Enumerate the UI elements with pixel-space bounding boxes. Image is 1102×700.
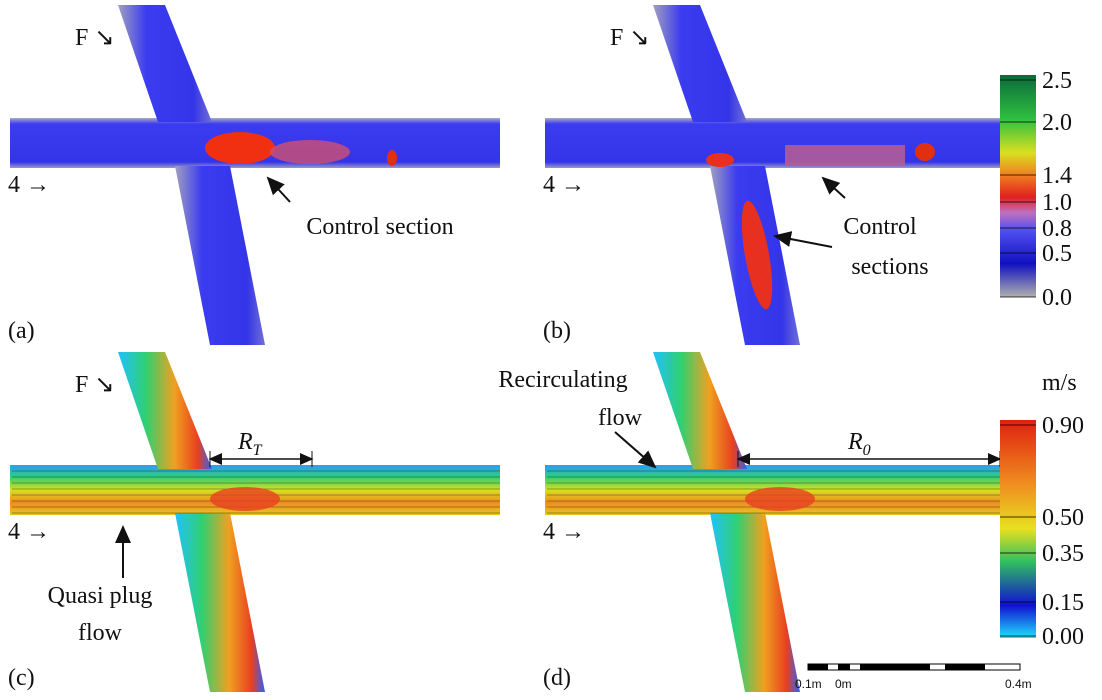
panel-label: (d) bbox=[543, 665, 571, 691]
annotation: flow bbox=[78, 620, 123, 646]
high-velocity bbox=[270, 140, 350, 164]
colorbar-tick-label: 2.0 bbox=[1042, 110, 1072, 136]
channel bbox=[118, 352, 212, 469]
colorbar-tick-label: 0.15 bbox=[1042, 590, 1084, 616]
length-label: R0 bbox=[847, 429, 871, 459]
annotation: Quasi plug bbox=[48, 583, 153, 609]
panel-label: (b) bbox=[543, 318, 571, 344]
panel: (d) 4 → bbox=[543, 352, 1000, 692]
channel bbox=[175, 513, 265, 692]
annotation-arrow bbox=[775, 236, 832, 247]
annotation: sections bbox=[851, 254, 928, 280]
high-velocity bbox=[915, 143, 935, 161]
colorbar-tick-label: 2.5 bbox=[1042, 68, 1072, 94]
colorbar bbox=[1000, 75, 1036, 297]
high-velocity bbox=[745, 487, 815, 511]
figure: (a) 4 → F ↘ (b) 4 → F ↘ (c) 4 → F ↘ (d) 4 → Control… bbox=[0, 0, 1102, 700]
channel bbox=[175, 166, 265, 345]
high-velocity bbox=[785, 145, 905, 165]
channel bbox=[653, 352, 747, 469]
inlet-label: 4 → bbox=[543, 172, 585, 198]
length-label: RT bbox=[237, 429, 263, 459]
annotation: Control bbox=[843, 214, 917, 240]
annotation-arrow bbox=[268, 178, 290, 202]
scale-bar-segment bbox=[808, 664, 828, 670]
annotation: Control section bbox=[306, 214, 453, 240]
inlet-label: 4 → bbox=[8, 172, 50, 198]
channel bbox=[653, 5, 747, 122]
scale-bar-label: 0.4m bbox=[1005, 677, 1032, 691]
high-velocity bbox=[706, 153, 734, 167]
inlet-label: F ↘ bbox=[75, 25, 114, 51]
annotation-arrow bbox=[615, 432, 655, 467]
colorbar-tick-label: 0.00 bbox=[1042, 624, 1084, 650]
panel-label: (a) bbox=[8, 318, 35, 344]
scale-bar-segment bbox=[838, 664, 850, 670]
channel bbox=[545, 118, 1000, 168]
inlet-label: 4 → bbox=[8, 519, 50, 545]
colorbar-tick-label: 0.50 bbox=[1042, 505, 1084, 531]
annotation-arrow bbox=[823, 178, 845, 198]
panel: (a) 4 → F ↘ bbox=[8, 5, 500, 345]
scale-bar-label: 0m bbox=[835, 677, 852, 691]
channel bbox=[118, 5, 212, 122]
annotation: flow bbox=[598, 405, 643, 431]
colorbar-tick-label: 1.4 bbox=[1042, 163, 1072, 189]
high-velocity bbox=[205, 132, 275, 164]
annotation: Recirculating bbox=[498, 367, 627, 393]
colorbar-tick-label: 0.35 bbox=[1042, 541, 1084, 567]
scale-bar-segment bbox=[860, 664, 930, 670]
colorbar-tick-label: 0.0 bbox=[1042, 285, 1072, 311]
panel-label: (c) bbox=[8, 665, 35, 691]
colorbar-tick-label: 0.8 bbox=[1042, 216, 1072, 242]
colorbar bbox=[1000, 420, 1036, 638]
inlet-label: F ↘ bbox=[75, 372, 114, 398]
colorbar-tick-label: 1.0 bbox=[1042, 190, 1072, 216]
colorbar-tick-label: 0.90 bbox=[1042, 413, 1084, 439]
high-velocity bbox=[210, 487, 280, 511]
scale-bar-label: 0.1m bbox=[795, 677, 822, 691]
colorbar-tick-label: 0.5 bbox=[1042, 241, 1072, 267]
channel bbox=[710, 513, 800, 692]
inlet-label: 4 → bbox=[543, 519, 585, 545]
scale-bar-segment bbox=[945, 664, 985, 670]
panel: (b) 4 → F ↘ bbox=[543, 5, 1000, 345]
layer: (a) 4 → F ↘ (b) 4 → F ↘ (c) 4 → F ↘ (d) 4 → Control… bbox=[8, 5, 1084, 692]
high-velocity bbox=[387, 150, 397, 166]
inlet-label: F ↘ bbox=[610, 25, 649, 51]
colorbar-unit: m/s bbox=[1042, 370, 1077, 396]
